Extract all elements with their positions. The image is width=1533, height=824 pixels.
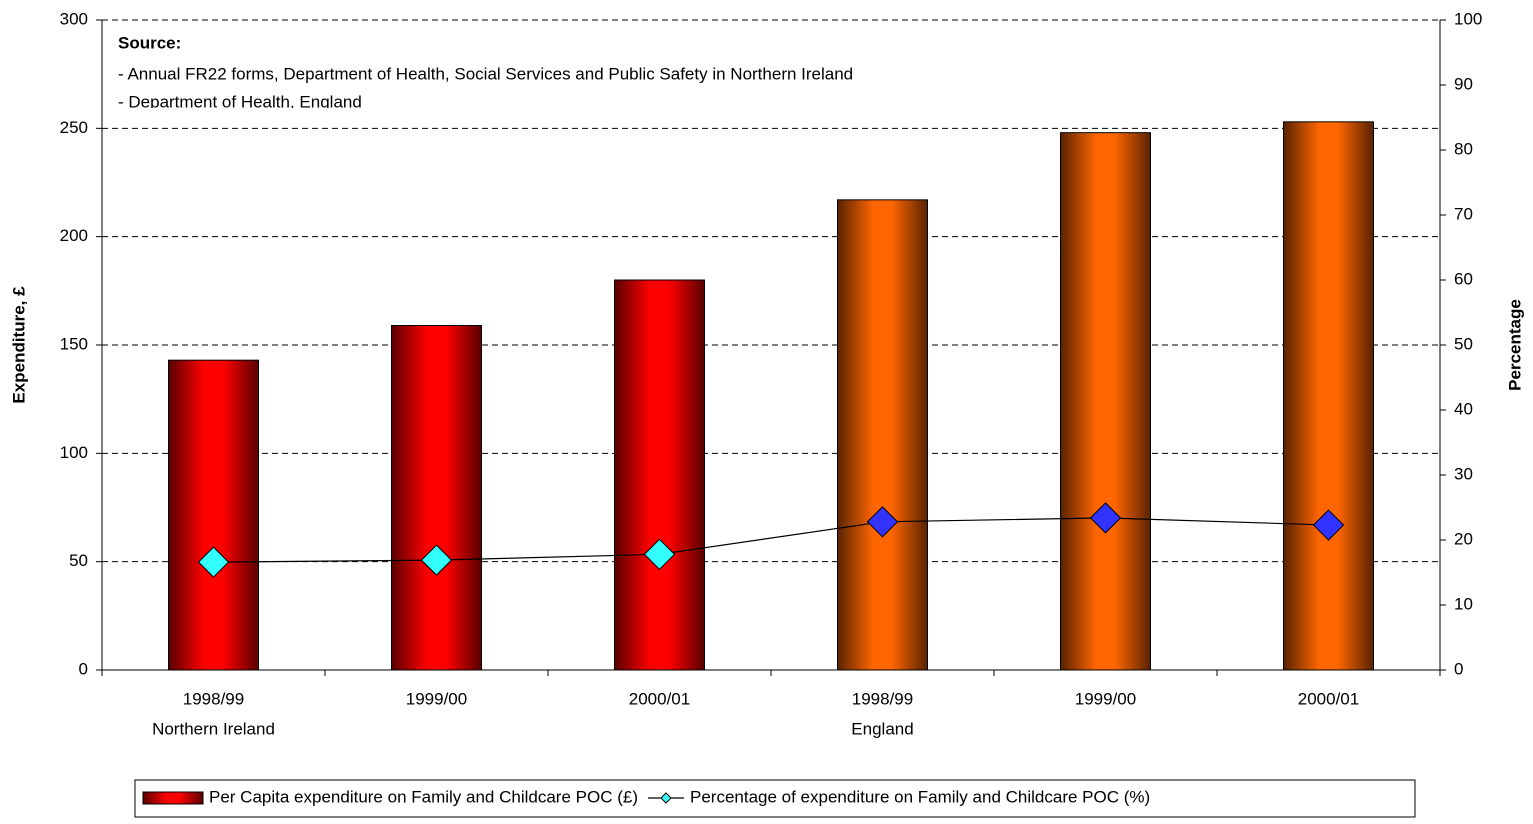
marker xyxy=(1312,509,1345,541)
legend-label: Percentage of expenditure on Family and … xyxy=(690,787,1150,806)
y2-tick-label: 40 xyxy=(1454,399,1473,418)
y-axis-title: Expenditure, £ xyxy=(9,286,28,404)
plot: 0 50 100 150 200 250 300 0 10 20 30 40 50 60 70 80 90 100… xyxy=(60,9,1483,738)
bar xyxy=(391,325,482,671)
marker xyxy=(643,538,676,571)
marker xyxy=(197,546,230,578)
y-tick-label: 300 xyxy=(60,9,88,28)
y-tick-label: 50 xyxy=(69,551,88,570)
y-tick-label: 150 xyxy=(60,334,88,353)
bar xyxy=(614,279,705,671)
bar xyxy=(168,359,259,671)
y2-tick-label: 10 xyxy=(1454,594,1473,613)
x-group-label: Northern Ireland xyxy=(152,719,275,738)
y2-tick-label: 80 xyxy=(1454,139,1473,158)
legend-marker xyxy=(660,792,672,804)
line xyxy=(213,517,1329,563)
x-tick-label: 1999/00 xyxy=(1075,689,1136,708)
bar xyxy=(1283,121,1374,671)
marker xyxy=(866,506,899,538)
annotation-line: - Department of Health, England xyxy=(118,92,362,111)
bar xyxy=(1060,132,1151,671)
y2-tick-label: 90 xyxy=(1454,74,1473,93)
y-tick-label: 100 xyxy=(60,443,88,462)
annotation: Source: - Annual FR22 forms, Department … xyxy=(118,33,853,111)
legend-swatch xyxy=(142,791,204,805)
y2-tick-label: 50 xyxy=(1454,334,1473,353)
x-tick-label: 1998/99 xyxy=(852,689,913,708)
x-tick-label: 1999/00 xyxy=(406,689,467,708)
marker xyxy=(420,544,453,576)
x-tick-label: 2000/01 xyxy=(1298,689,1359,708)
legend-label: Per Capita expenditure on Family and Chi… xyxy=(209,787,638,806)
x-tick-label: 1998/99 xyxy=(183,689,244,708)
y2-tick-label: 0 xyxy=(1454,659,1463,678)
marker xyxy=(1089,502,1122,534)
y-tick-label: 0 xyxy=(79,659,88,678)
x-group-label: England xyxy=(851,719,913,738)
y2-tick-label: 60 xyxy=(1454,269,1473,288)
annotation-line: - Annual FR22 forms, Department of Healt… xyxy=(118,64,853,83)
y2-tick-label: 70 xyxy=(1454,204,1473,223)
bar xyxy=(837,199,928,671)
annotation-box xyxy=(105,22,1435,108)
y2-tick-label: 30 xyxy=(1454,464,1473,483)
y2-axis-title: Percentage xyxy=(1505,299,1524,391)
y-tick-label: 200 xyxy=(60,226,88,245)
annotation-line: Source: xyxy=(118,33,181,52)
legend xyxy=(134,779,1416,818)
y-tick-label: 250 xyxy=(60,118,88,137)
y2-tick-label: 100 xyxy=(1454,9,1482,28)
y2-tick-label: 20 xyxy=(1454,529,1473,548)
x-tick-label: 2000/01 xyxy=(629,689,690,708)
